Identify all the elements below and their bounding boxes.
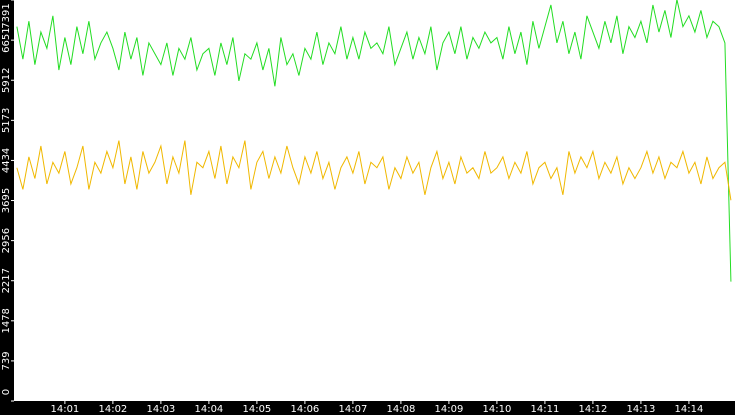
x-tick-label: 14:09 bbox=[434, 404, 463, 415]
x-tick-label: 14:12 bbox=[578, 404, 607, 415]
series-line bbox=[16, 0, 732, 282]
x-tick-label: 14:07 bbox=[338, 404, 367, 415]
series-line bbox=[16, 140, 732, 201]
x-tick-label: 14:10 bbox=[482, 404, 511, 415]
y-tick-label: 0 bbox=[1, 389, 12, 395]
y-tick-label: 5912 bbox=[1, 68, 12, 93]
y-tick-label: 3695 bbox=[1, 188, 12, 213]
y-tick-label: 7391 bbox=[1, 3, 12, 28]
x-tick-label: 14:03 bbox=[146, 404, 175, 415]
x-tick-label: 14:11 bbox=[530, 404, 559, 415]
x-tick-label: 14:04 bbox=[194, 404, 223, 415]
x-tick-label: 14:13 bbox=[627, 404, 656, 415]
x-axis-band bbox=[0, 401, 735, 415]
y-axis-band bbox=[0, 0, 14, 415]
x-tick-label: 14:01 bbox=[50, 404, 79, 415]
y-tick-label: 5173 bbox=[1, 108, 12, 133]
y-tick-label: 1478 bbox=[1, 308, 12, 333]
y-tick-label: 2956 bbox=[1, 228, 12, 253]
x-tick-label: 14:08 bbox=[386, 404, 415, 415]
x-tick-label: 14:05 bbox=[242, 404, 271, 415]
x-tick-label: 14:06 bbox=[290, 404, 319, 415]
y-tick-label: 6651 bbox=[1, 27, 12, 52]
x-tick-label: 14:02 bbox=[98, 404, 127, 415]
y-tick-label: 4434 bbox=[1, 148, 12, 173]
y-tick-label: 739 bbox=[1, 351, 12, 370]
x-tick-label: 14:14 bbox=[675, 404, 704, 415]
y-tick-label: 2217 bbox=[1, 268, 12, 293]
